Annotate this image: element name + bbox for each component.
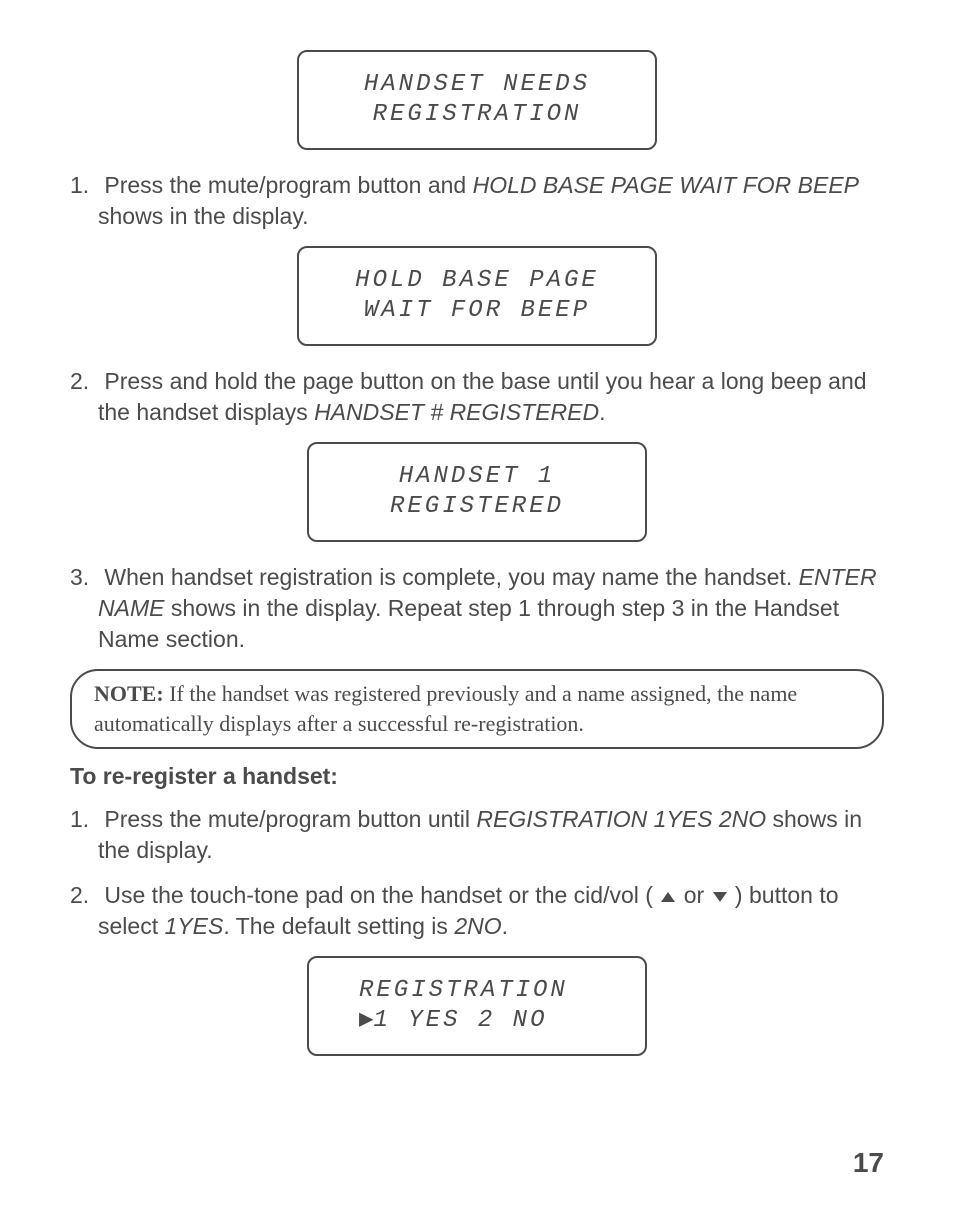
step-italic: HANDSET # REGISTERED	[314, 399, 599, 425]
note-callout: NOTE: If the handset was registered prev…	[70, 669, 884, 748]
note-text: If the handset was registered previously…	[94, 681, 797, 736]
instruction-list-register: 3. When handset registration is complete…	[70, 562, 884, 655]
step-text: Use the touch-tone pad on the handset or…	[98, 882, 659, 908]
step-text: .	[502, 913, 508, 939]
lcd-line: REGISTRATION	[359, 976, 635, 1006]
step-text: Press the mute/program button and	[98, 172, 473, 198]
step-text: . The default setting is	[223, 913, 454, 939]
lcd-line: ▶1 YES 2 NO	[359, 1006, 635, 1036]
lcd-display-handset-needs: HANDSET NEEDS REGISTRATION	[297, 50, 657, 150]
step-italic: 2NO	[454, 913, 501, 939]
list-item: 3. When handset registration is complete…	[70, 562, 884, 655]
step-text: shows in the display. Repeat step 1 thro…	[98, 595, 839, 652]
instruction-list-register: 1. Press the mute/program button and HOL…	[70, 170, 884, 232]
step-text: When handset registration is complete, y…	[98, 564, 799, 590]
step-text: shows in the display.	[98, 203, 309, 229]
instruction-list-reregister: 1. Press the mute/program button until R…	[70, 804, 884, 942]
subheading-reregister: To re-register a handset:	[70, 763, 884, 790]
step-number: 3.	[70, 562, 98, 593]
list-item: 2. Press and hold the page button on the…	[70, 366, 884, 428]
lcd-line: REGISTERED	[319, 492, 635, 522]
page-number: 17	[853, 1147, 884, 1179]
triangle-up-icon	[661, 892, 675, 902]
lcd-line: HOLD BASE PAGE	[309, 266, 645, 296]
instruction-list-register: 2. Press and hold the page button on the…	[70, 366, 884, 428]
step-text: Press the mute/program button until	[98, 806, 476, 832]
lcd-line: WAIT FOR BEEP	[309, 296, 645, 326]
list-item: 2. Use the touch-tone pad on the handset…	[70, 880, 884, 942]
list-item: 1. Press the mute/program button and HOL…	[70, 170, 884, 232]
triangle-down-icon	[713, 892, 727, 902]
lcd-line: HANDSET NEEDS	[309, 70, 645, 100]
lcd-display-registration-yesno: REGISTRATION ▶1 YES 2 NO	[307, 956, 647, 1056]
note-lead: NOTE:	[94, 681, 164, 706]
step-italic: 1YES	[164, 913, 223, 939]
lcd-display-handset-registered: HANDSET 1 REGISTERED	[307, 442, 647, 542]
lcd-line: REGISTRATION	[309, 100, 645, 130]
step-italic: HOLD BASE PAGE WAIT FOR BEEP	[473, 172, 859, 198]
pointer-right-icon: ▶	[359, 1007, 373, 1034]
step-text: or	[677, 882, 710, 908]
step-number: 1.	[70, 804, 98, 835]
step-number: 2.	[70, 880, 98, 911]
step-text: .	[599, 399, 605, 425]
step-number: 1.	[70, 170, 98, 201]
lcd-text: 1 YES 2 NO	[373, 1007, 547, 1034]
step-italic: REGISTRATION 1YES 2NO	[476, 806, 766, 832]
lcd-line: HANDSET 1	[319, 462, 635, 492]
step-number: 2.	[70, 366, 98, 397]
list-item: 1. Press the mute/program button until R…	[70, 804, 884, 866]
lcd-display-hold-base-page: HOLD BASE PAGE WAIT FOR BEEP	[297, 246, 657, 346]
